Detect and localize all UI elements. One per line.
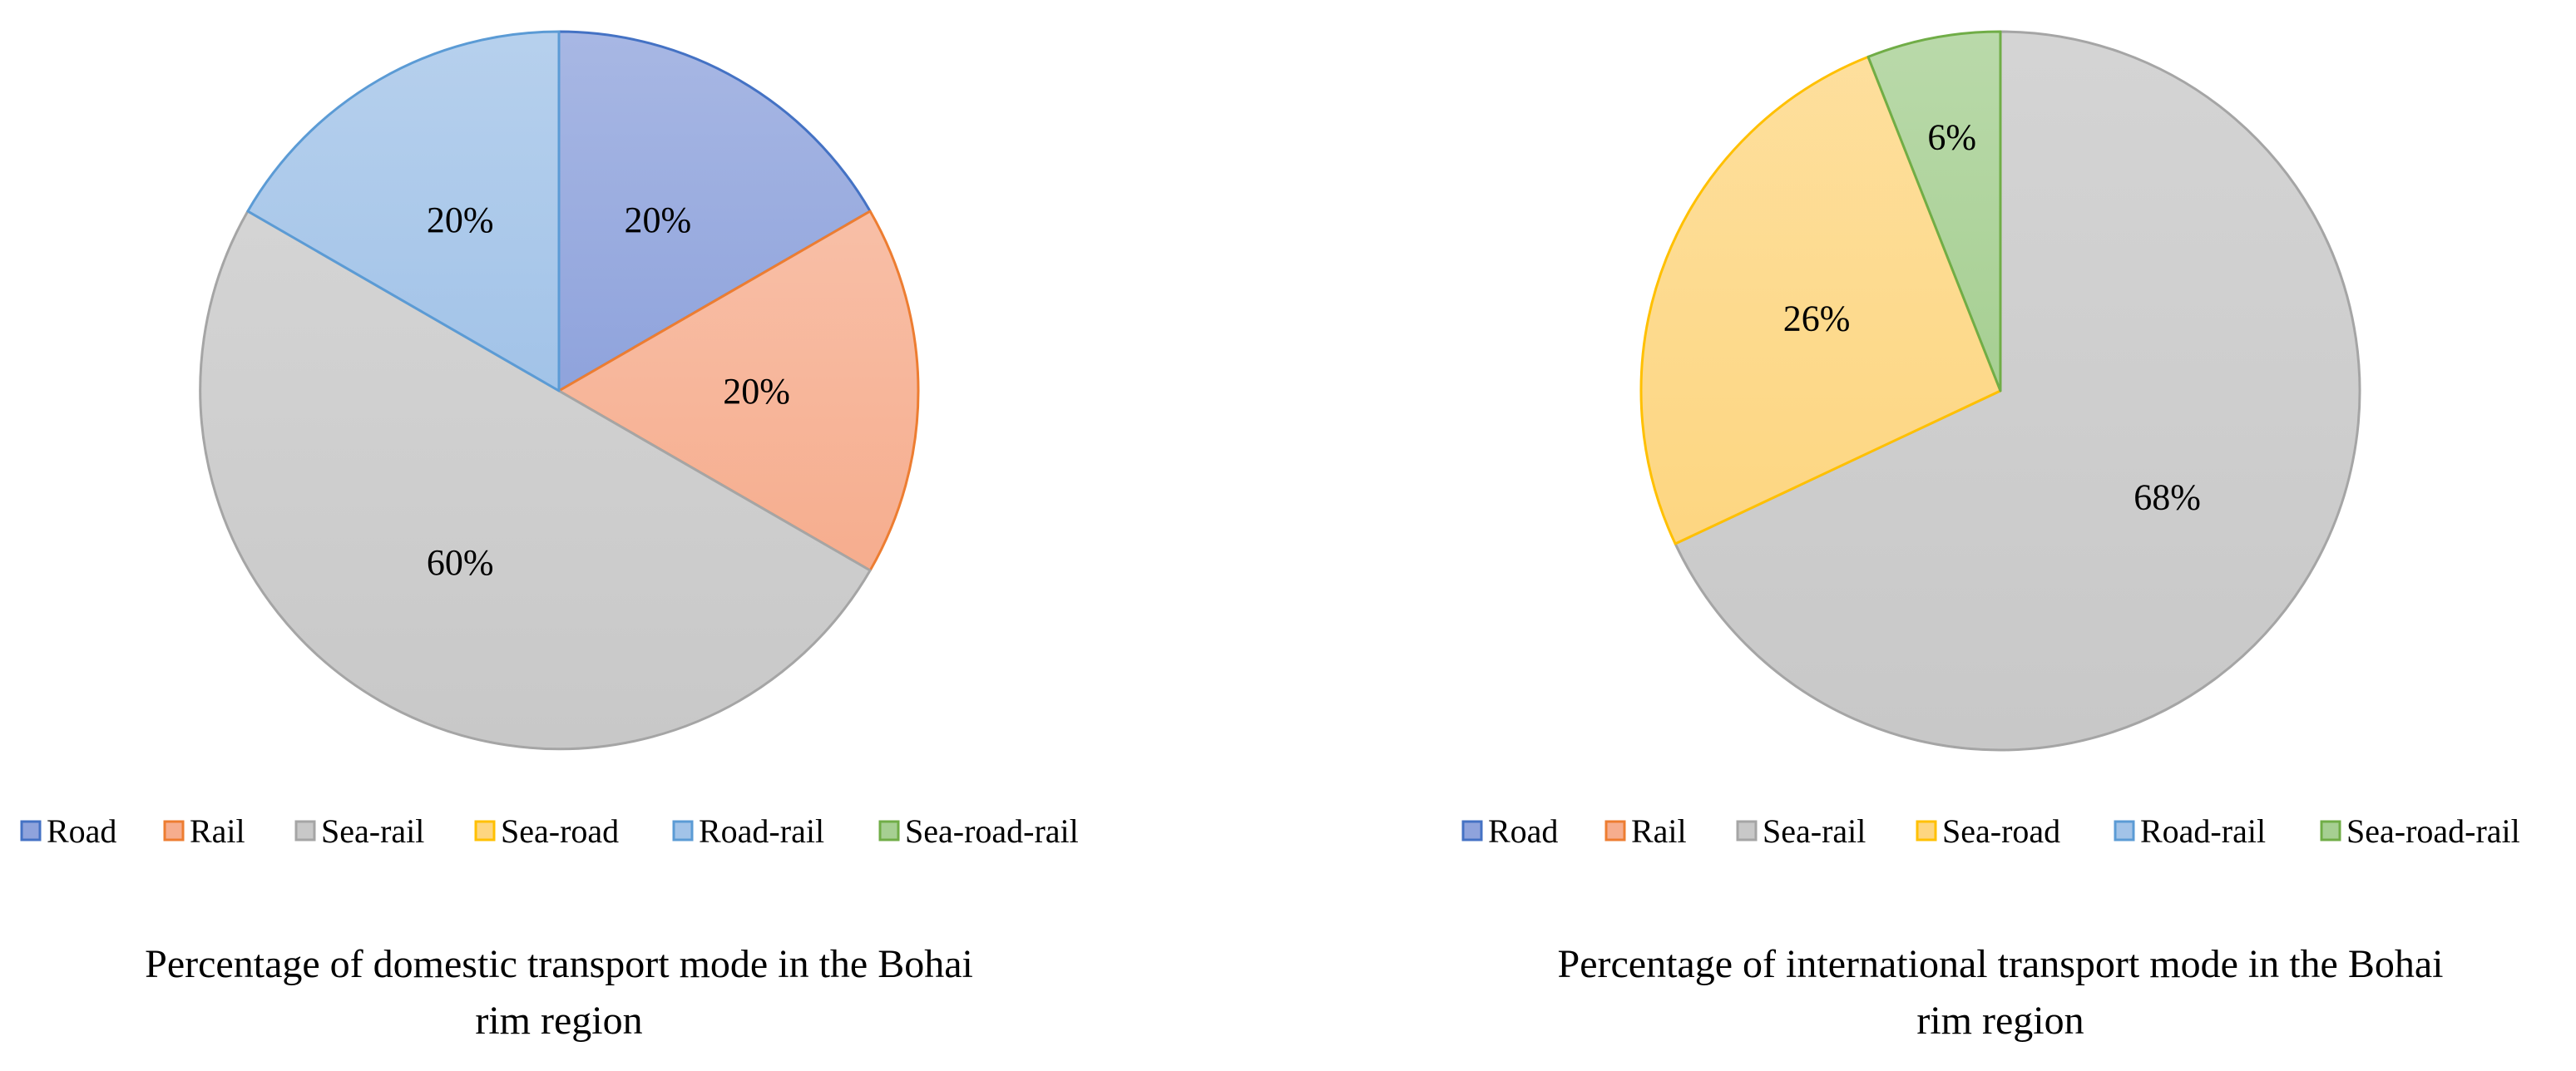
domestic-pie-slices: [199, 30, 920, 751]
domestic-caption-line-2: rim region: [475, 999, 642, 1043]
domestic-legend-label-sea-rail: Sea-rail: [321, 812, 424, 850]
domestic-chart-caption: Percentage of domestic transport mode in…: [145, 942, 973, 1043]
domestic-pie-labels: 20% 20% 60% 20%: [427, 200, 790, 583]
international-slice-sea-road: [1639, 55, 2002, 545]
domestic-legend-swatch-road-rail: [672, 820, 694, 842]
international-legend-swatch-sea-rail: [1736, 820, 1758, 842]
international-caption-line-2: rim region: [1916, 999, 2084, 1043]
domestic-label-road-rail: 20%: [427, 200, 494, 240]
domestic-legend-label-sea-road-rail: Sea-road-rail: [905, 812, 1079, 850]
domestic-legend-swatch-sea-road-rail: [878, 820, 900, 842]
domestic-label-sea-rail: 60%: [427, 542, 494, 583]
domestic-slice-road: [557, 30, 872, 392]
international-label-sea-road: 26%: [1783, 299, 1851, 339]
international-legend-swatch-sea-road-rail: [2320, 820, 2341, 842]
international-legend-swatch-road: [1461, 820, 1483, 842]
domestic-legend-label-sea-road: Sea-road: [501, 812, 619, 850]
domestic-label-rail: 20%: [723, 371, 790, 412]
international-legend-label-sea-road-rail: Sea-road-rail: [2346, 812, 2520, 850]
domestic-legend-label-rail: Rail: [190, 812, 245, 850]
international-pie-slices: [1639, 30, 2361, 752]
international-label-sea-rail: 68%: [2133, 476, 2201, 517]
international-pie-chart: 68% 26% 6% Road Rail Sea-rail Sea-road Road-ra…: [1461, 30, 2520, 1043]
domestic-label-road: 20%: [624, 200, 691, 240]
international-legend-swatch-road-rail: [2114, 820, 2135, 842]
international-label-sea-road-rail: 6%: [1927, 117, 1976, 158]
domestic-legend-swatch-sea-rail: [294, 820, 316, 842]
domestic-legend: Road Rail Sea-rail Sea-road Road-rail Sea-roa…: [20, 812, 1079, 850]
domestic-legend-label-road: Road: [47, 812, 116, 850]
domestic-caption-line-1: Percentage of domestic transport mode in…: [145, 942, 973, 986]
domestic-legend-swatch-rail: [163, 820, 185, 842]
international-legend-label-sea-rail: Sea-rail: [1763, 812, 1866, 850]
international-legend-label-road: Road: [1488, 812, 1558, 850]
domestic-slice-road-rail: [246, 30, 561, 392]
domestic-slice-sea-rail: [199, 210, 872, 751]
international-caption-line-1: Percentage of international transport mo…: [1558, 942, 2444, 986]
international-legend-label-rail: Rail: [1631, 812, 1687, 850]
domestic-slice-rail: [557, 210, 920, 572]
domestic-pie-chart: 20%20%60%20% Road Rail Sea-rail Sea-road Roa…: [20, 30, 1079, 1043]
domestic-legend-swatch-sea-road: [474, 820, 496, 842]
international-pie-labels: 68% 26% 6%: [1783, 117, 2201, 518]
international-slice-sea-rail: [1674, 30, 2361, 752]
international-legend: Road Rail Sea-rail Sea-road Road-rail Sea-roa…: [1461, 812, 2520, 850]
international-slice-sea-road-rail: [1866, 30, 2002, 392]
domestic-legend-swatch-road: [20, 820, 42, 842]
international-legend-label-sea-road: Sea-road: [1942, 812, 2060, 850]
international-legend-swatch-sea-road: [1916, 820, 1937, 842]
domestic-legend-label-road-rail: Road-rail: [699, 812, 824, 850]
international-legend-swatch-rail: [1604, 820, 1626, 842]
international-legend-label-road-rail: Road-rail: [2140, 812, 2266, 850]
international-chart-caption: Percentage of international transport mo…: [1558, 942, 2444, 1043]
